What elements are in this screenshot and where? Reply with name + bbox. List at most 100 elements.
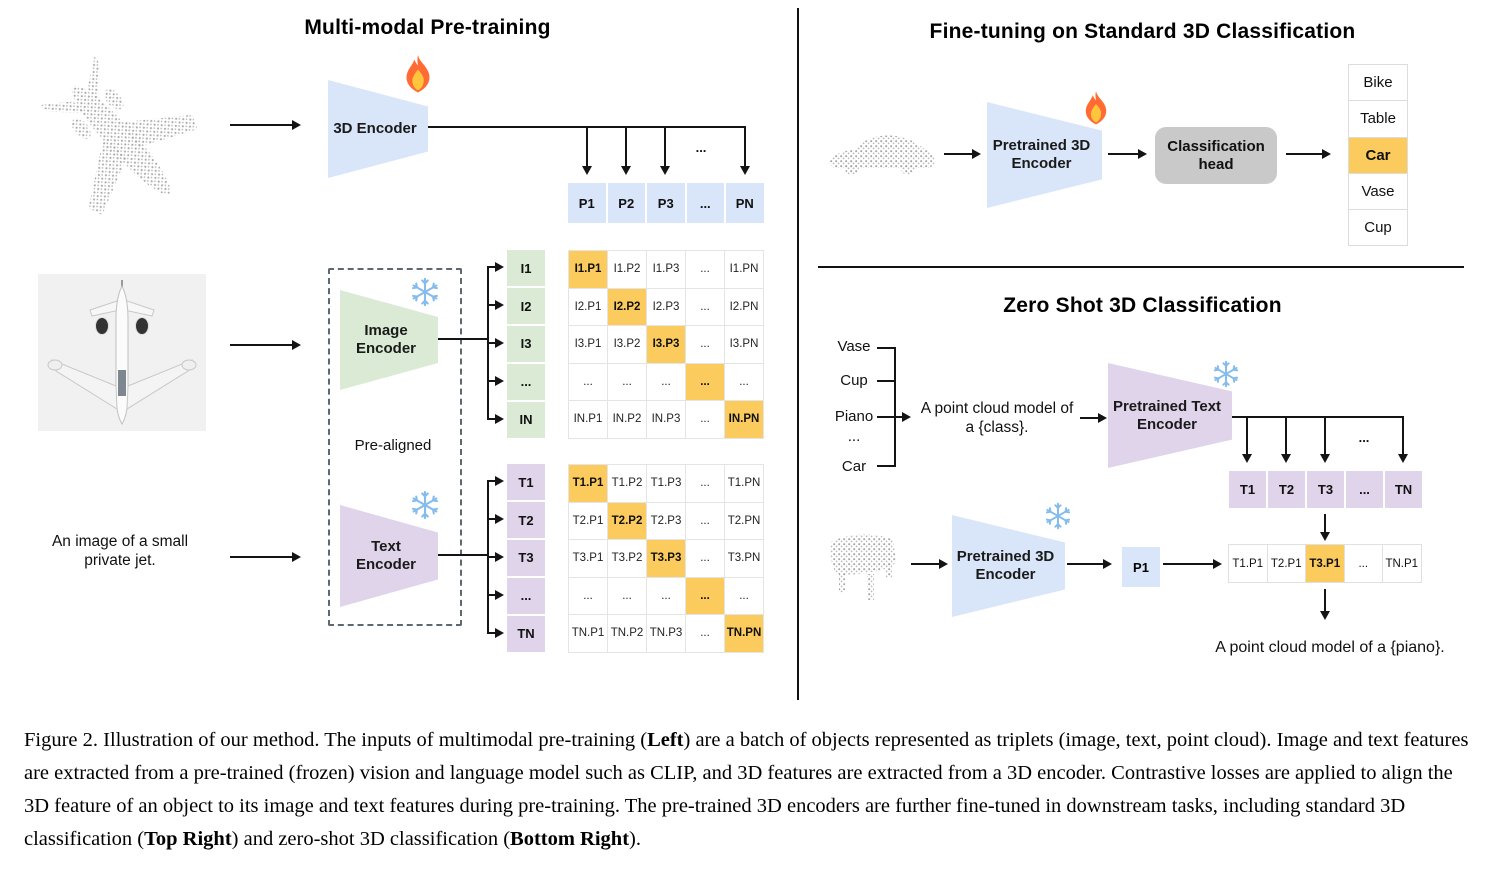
- car-point-cloud: [828, 135, 935, 175]
- flame-icon: [400, 54, 436, 94]
- cell: Table: [1349, 101, 1407, 137]
- cell: T3: [507, 539, 545, 577]
- arrow: [894, 411, 911, 422]
- ellipsis-label: ...: [695, 140, 707, 155]
- prompt-template: A point cloud model of a {class}.: [920, 400, 1074, 437]
- matrix-cell: I3.P1: [569, 326, 607, 363]
- matrix-cell: ...: [686, 577, 724, 614]
- pre-aligned-box: [328, 268, 462, 626]
- matrix-cell: ...: [686, 363, 724, 400]
- matrix-cell: T3.P2: [608, 540, 646, 577]
- matrix-cell: TN.P1: [569, 615, 607, 652]
- matrix-cell: ...: [686, 326, 724, 363]
- matrix-cell: I3.P3: [647, 326, 685, 363]
- cell: ...: [507, 577, 545, 615]
- matrix-cell: T2.P3: [647, 502, 685, 539]
- snowflake-icon: [410, 277, 440, 307]
- bracket-line: [877, 347, 894, 349]
- cell: TN.P1: [1383, 545, 1421, 582]
- caption-bold-text: Bottom Right: [510, 828, 630, 850]
- arrow: [1280, 418, 1291, 463]
- left-panel-title: Multi-modal Pre-training: [304, 16, 551, 39]
- cell: IN: [507, 401, 545, 438]
- image-point-similarity-matrix: I1.P1 I1.P2 I1.P3... I1.PN I2.P1 I2.P2 I2.P3..…: [568, 250, 764, 439]
- matrix-cell: T2.P1: [569, 502, 607, 539]
- 3d-encoder: 3D Encoder: [328, 80, 428, 178]
- matrix-cell: TN.P3: [647, 615, 685, 652]
- arrow: [488, 589, 504, 600]
- connector-line: [1232, 416, 1404, 418]
- matrix-cell: T3.P1: [569, 540, 607, 577]
- cell: P1: [568, 183, 606, 223]
- arrow: [659, 128, 670, 175]
- cell: T2: [1268, 471, 1305, 508]
- bracket-line: [877, 380, 894, 382]
- cell: T2.P1: [1267, 545, 1305, 582]
- arrow: [488, 513, 504, 524]
- zs-point-feature-cell: P1: [1122, 547, 1160, 587]
- cell: Car: [1349, 137, 1407, 173]
- matrix-cell: ...: [569, 577, 607, 614]
- cell: T1.P1: [1229, 545, 1267, 582]
- snowflake-icon: [1212, 360, 1240, 388]
- matrix-cell: I1.P3: [647, 251, 685, 288]
- text-feature-column: T1 T2 T3... TN: [507, 464, 545, 652]
- arrow: [488, 375, 504, 386]
- cell: T1: [1229, 471, 1266, 508]
- arrow: [739, 128, 750, 175]
- figure-caption: Figure 2. Illustration of our method. Th…: [24, 724, 1472, 856]
- matrix-cell: ...: [686, 615, 724, 652]
- matrix-cell: ...: [647, 577, 685, 614]
- matrix-cell: ...: [686, 465, 724, 502]
- arrow: [488, 627, 504, 638]
- arrow: [230, 551, 301, 562]
- arrow: [230, 339, 301, 350]
- arrow: [911, 558, 948, 569]
- matrix-cell: T1.P2: [608, 465, 646, 502]
- text-point-similarity-matrix: T1.P1 T1.P2 T1.P3... T1.PN T2.P1 T2.P2 T2.P3..…: [568, 464, 764, 653]
- connector-line: [438, 554, 488, 556]
- image-feature-column: I1 I2 I3... IN: [507, 250, 545, 438]
- zs-similarity-row: T1.P1 T2.P1 T3.P1... TN.P1: [1228, 544, 1422, 583]
- cell: I2: [507, 287, 545, 325]
- caption-text: ) are a batch of objects represented as …: [24, 729, 1469, 850]
- zs-class-label: Vase: [837, 338, 871, 355]
- cell: P2: [607, 183, 645, 223]
- pretrained-3d-encoder-zeroshot: Pretrained 3D Encoder: [952, 515, 1065, 617]
- matrix-cell: I1.P1: [569, 251, 607, 288]
- arrow: [1397, 418, 1408, 463]
- arrow: [1319, 589, 1330, 620]
- cell: ...: [507, 363, 545, 401]
- piano-point-cloud: [830, 534, 896, 600]
- matrix-cell: I3.PN: [725, 326, 763, 363]
- snowflake-icon: [410, 490, 440, 520]
- cell: PN: [726, 183, 764, 223]
- matrix-cell: ...: [686, 401, 724, 438]
- cell: ...: [686, 183, 724, 223]
- matrix-cell: I1.PN: [725, 251, 763, 288]
- zs-class-label: Car: [841, 458, 867, 475]
- vertical-divider: [797, 8, 799, 700]
- arrow: [1080, 412, 1107, 423]
- matrix-cell: ...: [725, 577, 763, 614]
- cell: I1: [507, 250, 545, 287]
- matrix-cell: ...: [686, 540, 724, 577]
- matrix-cell: I1.P2: [608, 251, 646, 288]
- zs-output-text: A point cloud model of a {piano}.: [1215, 639, 1445, 656]
- matrix-cell: ...: [686, 251, 724, 288]
- caption-bold-text: Left: [647, 729, 684, 751]
- text-input-caption: An image of a small private jet.: [51, 533, 189, 570]
- matrix-cell: IN.PN: [725, 401, 763, 438]
- matrix-cell: I2.PN: [725, 288, 763, 325]
- zero-shot-title: Zero Shot 3D Classification: [1003, 294, 1282, 317]
- cell: T3.P1: [1306, 545, 1344, 582]
- matrix-cell: ...: [725, 363, 763, 400]
- matrix-cell: I2.P1: [569, 288, 607, 325]
- horizontal-divider: [818, 266, 1464, 268]
- arrow: [1286, 148, 1331, 159]
- matrix-cell: TN.PN: [725, 615, 763, 652]
- zs-class-label: ...: [847, 428, 861, 445]
- matrix-cell: ...: [686, 502, 724, 539]
- cell: I3: [507, 325, 545, 363]
